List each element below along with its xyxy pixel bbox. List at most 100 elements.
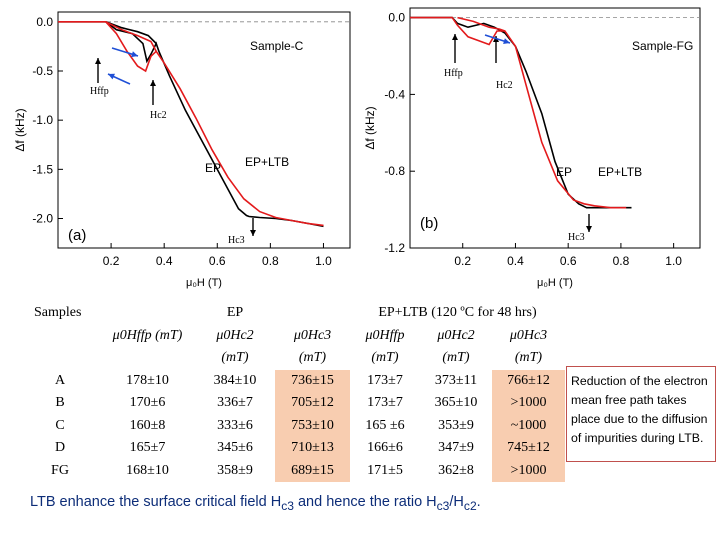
x-tick-label: 0.6 [209, 254, 226, 268]
x-tick-label: 0.2 [103, 254, 120, 268]
samples-header: Samples [34, 305, 82, 321]
table-cell-sample: D [54, 440, 66, 456]
arrow-head [131, 51, 138, 58]
curve-label-ep-ltb: EP+LTB [245, 155, 289, 169]
table-cell-sample: B [55, 395, 65, 411]
table-cell-ep-hffp: 168±10 [126, 462, 169, 478]
series-line-ep-ltb [58, 21, 324, 227]
col-ep-hc2: μ0Hc2 [216, 327, 254, 343]
table-cell-sample: C [55, 417, 65, 433]
y-tick-label: 0.0 [36, 15, 53, 29]
table-header-row-3: (mT) (mT) (mT) (mT) (mT) [20, 347, 565, 370]
table-cell-ltb-hc2: 347±9 [438, 440, 474, 456]
table-cell-ltb-hc3: 745±12 [492, 437, 565, 460]
hc3-annotation: Hc3 [568, 232, 585, 243]
note-box: Reduction of the electron mean free path… [566, 366, 716, 462]
y-tick-label: -0.5 [32, 64, 53, 78]
series-line-ep [58, 21, 324, 228]
table-cell-ep-hffp: 170±6 [129, 395, 166, 411]
x-tick-label: 0.8 [262, 254, 279, 268]
col-ltb-hc2: μ0Hc2 [437, 327, 475, 343]
table-cell-ep-hc3: 705±12 [275, 392, 350, 415]
curve-label-ep-ltb: EP+LTB [598, 165, 642, 179]
table-cell-ltb-hc2: 365±10 [434, 395, 478, 411]
unit-label: (mT) [221, 350, 249, 366]
series-line-ep [410, 16, 632, 209]
unit-label: (mT) [371, 350, 399, 366]
hc2-annotation: Hc2 [496, 80, 513, 91]
table-cell-sample: FG [51, 462, 69, 478]
table-cell-ep-hc2: 333±6 [217, 417, 253, 433]
series-line-ep-ltb-return [105, 21, 157, 52]
col-ep-hffp: μ0Hffp (mT) [112, 327, 183, 343]
table-cell-ep-hc3: 753±10 [275, 414, 350, 437]
table-cell-ep-hc3: 689±15 [275, 459, 350, 482]
series-line-ep-return [105, 21, 157, 45]
ltb-header: EP+LTB (120 ºC for 48 hrs) [378, 305, 537, 321]
table-cell-ltb-hffp: 165 ±6 [365, 417, 405, 433]
y-tick-label: 0.0 [388, 11, 405, 25]
table-cell-ltb-hc2: 362±8 [438, 462, 474, 478]
table-cell-ltb-hc2: 353±9 [438, 417, 474, 433]
arrow-head [503, 38, 510, 44]
unit-label: (mT) [442, 350, 470, 366]
table-cell-ep-hc2: 345±6 [217, 440, 253, 456]
table-cell-ep-hffp: 165±7 [129, 440, 166, 456]
conclusion-text: LTB enhance the surface critical field H… [30, 494, 481, 513]
hffp-annotation: Hffp [90, 86, 109, 97]
curve-label-ep: EP [556, 165, 572, 179]
plot-frame [409, 7, 701, 249]
y-tick-label: -1.0 [32, 113, 53, 127]
ep-header: EP [226, 305, 244, 321]
table-cell-ltb-hffp: 171±5 [367, 462, 403, 478]
curve-label-ep: EP [205, 161, 221, 175]
table-row: A 178±10 384±10 736±15 173±7 373±11 766±12 [20, 369, 565, 392]
x-tick-label: 0.4 [507, 254, 524, 268]
arrow-head [108, 73, 115, 80]
unit-label: (mT) [514, 350, 543, 366]
arrow-head [586, 226, 592, 232]
series-line-ep-ltb-return [457, 16, 506, 32]
x-axis-label: μ₀H (T) [186, 277, 222, 289]
table-cell-ltb-hc3: ~1000 [492, 414, 565, 437]
critical-field-table: Samples EP EP+LTB (120 ºC for 48 hrs) μ0… [20, 302, 565, 482]
arrow-head [150, 80, 156, 86]
y-tick-label: -0.4 [384, 87, 405, 101]
y-tick-label: -0.8 [384, 164, 405, 178]
y-tick-label: -2.0 [32, 212, 53, 226]
table-cell-ep-hffp: 160±8 [129, 417, 166, 433]
table-cell-ep-hc2: 358±9 [217, 462, 253, 478]
col-ltb-hc3: μ0Hc3 [509, 327, 548, 343]
table-cell-ltb-hffp: 173±7 [367, 395, 403, 411]
table-cell-ep-hc2: 384±10 [213, 372, 257, 388]
table-cell-sample: A [54, 372, 66, 388]
sample-label: Sample-FG [632, 39, 693, 53]
table-row: B 170±6 336±7 705±12 173±7 365±10 >1000 [20, 392, 565, 415]
arrow-head [250, 230, 256, 236]
table-cell-ltb-hc3: 766±12 [492, 369, 565, 392]
table-row: C 160±8 333±6 753±10 165 ±6 353±9 ~1000 [20, 414, 565, 437]
table-cell-ltb-hffp: 166±6 [367, 440, 403, 456]
table-cell-ep-hc3: 710±13 [275, 437, 350, 460]
arrow-head [452, 34, 458, 40]
chart-a: 0.2 0.4 0.6 0.8 1.0 0.0 -0.5 -1.0 -1.5 -2.0 μ₀H (T… [13, 11, 351, 289]
y-axis-label: Δf (kHz) [363, 106, 377, 149]
y-axis-label: Δf (kHz) [13, 108, 27, 151]
table-row: D 165±7 345±6 710±13 166±6 347±9 745±12 [20, 437, 565, 460]
arrow-head [95, 58, 101, 64]
x-tick-label: 1.0 [315, 254, 332, 268]
note-text: Reduction of the electron mean free path… [571, 374, 708, 445]
x-tick-label: 0.2 [454, 254, 471, 268]
table-header-row-2: μ0Hffp (mT) μ0Hc2 μ0Hc3 μ0Hffp μ0Hc2 μ0H… [20, 325, 565, 348]
col-ep-hc3: μ0Hc3 [293, 327, 332, 343]
col-ltb-hffp: μ0Hffp [365, 327, 405, 343]
table-cell-ltb-hc2: 373±11 [434, 372, 478, 388]
table-cell-ep-hc3: 736±15 [275, 369, 350, 392]
table-cell-ep-hffp: 178±10 [126, 372, 169, 388]
unit-label: (mT) [298, 350, 327, 366]
table-cell-ltb-hc3: >1000 [492, 392, 565, 415]
plot-frame [57, 11, 351, 249]
hc2-annotation: Hc2 [150, 110, 167, 121]
hc3-annotation: Hc3 [228, 235, 245, 246]
x-tick-label: 0.4 [156, 254, 173, 268]
